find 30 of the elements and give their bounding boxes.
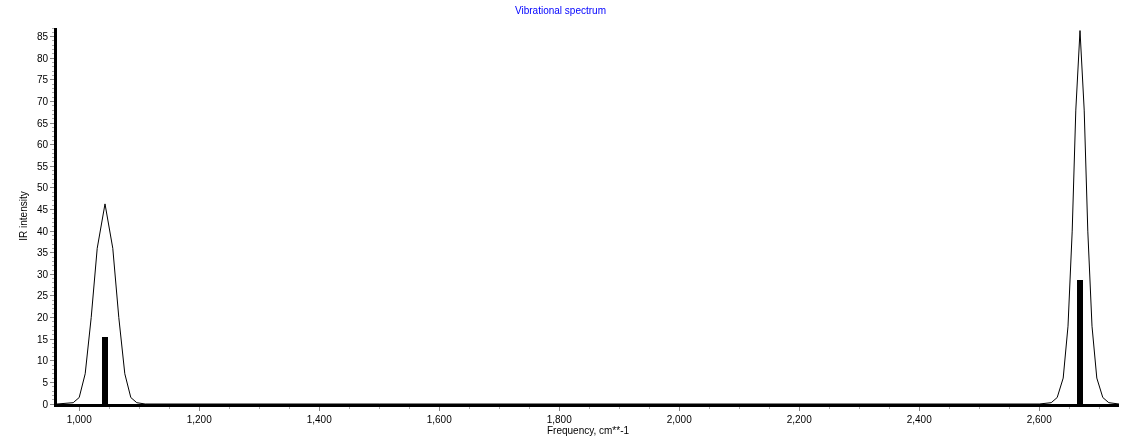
x-tick-label: 1,000 bbox=[66, 414, 93, 425]
y-tick-label: 35 bbox=[36, 247, 49, 259]
x-tick-label: 1,200 bbox=[186, 414, 213, 425]
y-tick-label: 75 bbox=[36, 74, 49, 86]
y-axis-title: IR intensity bbox=[17, 191, 29, 241]
x-tick-label: 2,400 bbox=[906, 414, 933, 425]
y-tick-label: 60 bbox=[36, 139, 49, 151]
x-tick-label: 2,600 bbox=[1026, 414, 1053, 425]
x-axis-title: Frequency, cm**-1 bbox=[546, 425, 630, 436]
y-tick-label: 80 bbox=[36, 52, 49, 64]
y-tick-label: 30 bbox=[36, 268, 49, 280]
y-tick-label: 55 bbox=[36, 160, 49, 172]
y-tick-label: 50 bbox=[36, 182, 49, 194]
x-tick-label: 1,600 bbox=[426, 414, 453, 425]
y-tick-label: 25 bbox=[36, 290, 49, 302]
y-tick-label: 0 bbox=[42, 398, 49, 410]
y-tick-label: 85 bbox=[36, 31, 49, 43]
x-tick-label: 2,200 bbox=[786, 414, 813, 425]
y-tick-label: 65 bbox=[36, 117, 49, 129]
x-tick-label: 2,000 bbox=[666, 414, 693, 425]
y-tick-label: 10 bbox=[36, 355, 49, 367]
y-tick-label: 70 bbox=[36, 95, 49, 107]
x-tick-label: 1,400 bbox=[306, 414, 333, 425]
y-tick-label: 5 bbox=[42, 376, 49, 388]
y-tick-label: 45 bbox=[36, 204, 49, 216]
x-tick-label: 1,800 bbox=[546, 414, 573, 425]
y-tick-label: 20 bbox=[36, 312, 49, 324]
y-tick-label: 15 bbox=[36, 333, 49, 345]
chart-title: Vibrational spectrum bbox=[515, 4, 606, 16]
y-tick-label: 40 bbox=[36, 225, 49, 237]
